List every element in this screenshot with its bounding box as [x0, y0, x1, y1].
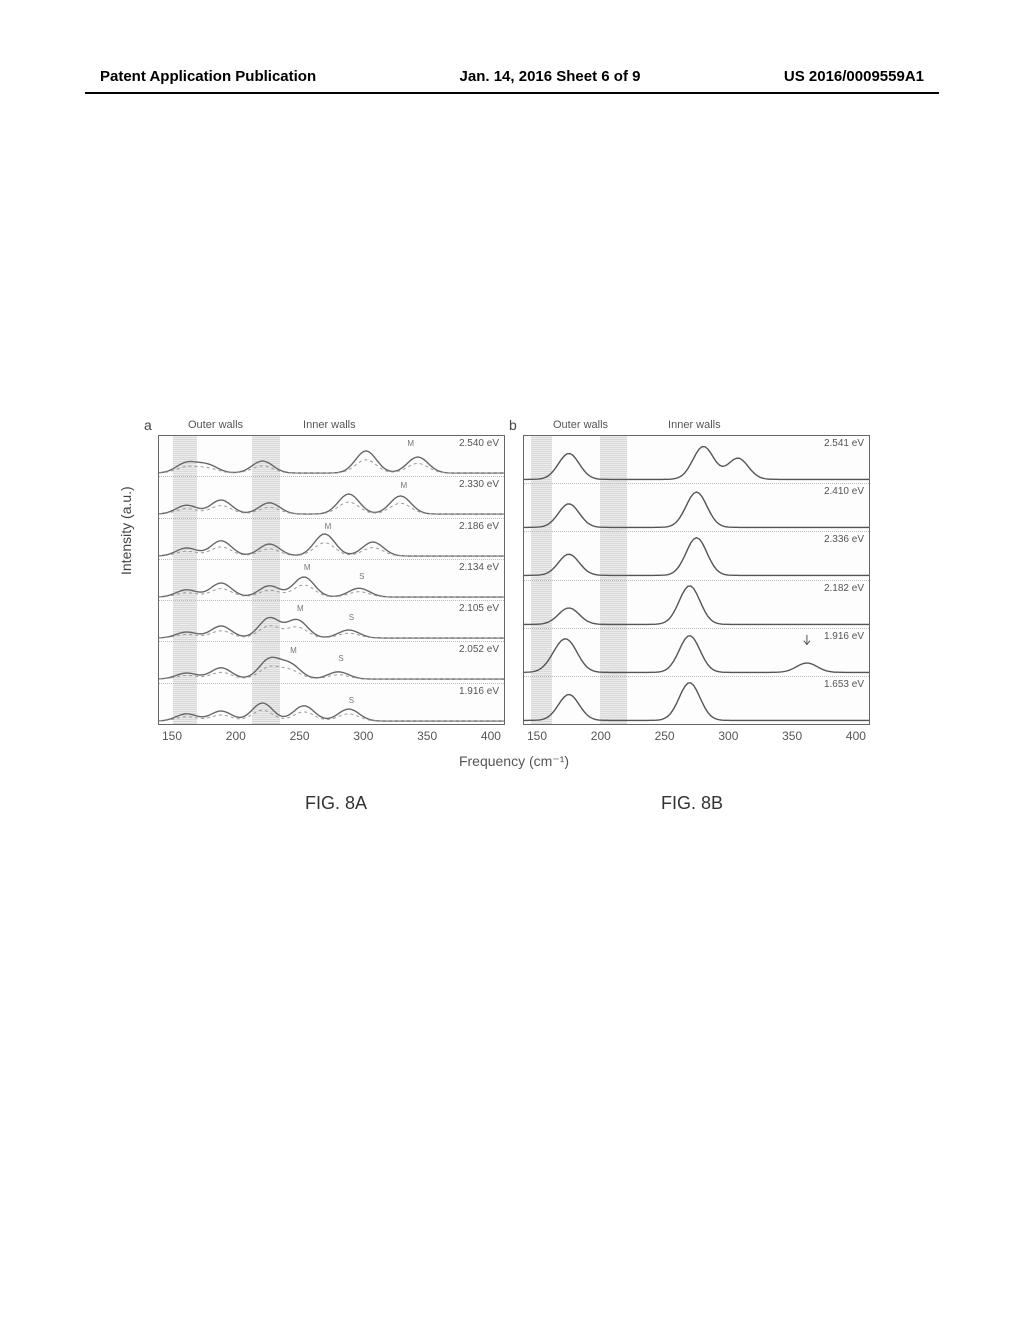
panel-b-label: b	[509, 417, 517, 433]
x-tick: 200	[591, 729, 611, 743]
trace-label: 2.541 eV	[823, 438, 865, 449]
x-tick: 150	[527, 729, 547, 743]
trace-label: 2.336 eV	[823, 534, 865, 545]
trace-row: 2.410 eV	[524, 483, 869, 531]
marker-s: S	[359, 572, 364, 581]
header-left: Patent Application Publication	[100, 68, 316, 85]
panel-b: b Outer walls Inner walls 2.541 eV2.410 …	[523, 435, 870, 755]
x-tick: 250	[655, 729, 675, 743]
panels-container: a Outer walls Inner walls 2.540 eVM2.330…	[158, 435, 870, 755]
figure-region: Intensity (a.u.) a Outer walls Inner wal…	[158, 435, 870, 815]
trace-row: 1.916 eV S	[159, 683, 504, 724]
trace-row: 2.541 eV	[524, 436, 869, 483]
marker-s: S	[338, 654, 343, 663]
trace-row: 2.186 eV M	[159, 518, 504, 559]
trace-row: 2.330 eV M	[159, 476, 504, 517]
x-tick: 300	[718, 729, 738, 743]
fig-8a-caption: FIG. 8A	[158, 793, 514, 814]
fig-8b-caption: FIG. 8B	[514, 793, 870, 814]
y-axis-label: Intensity (a.u.)	[118, 486, 134, 575]
x-tick: 400	[481, 729, 501, 743]
panel-a: a Outer walls Inner walls 2.540 eVM2.330…	[158, 435, 505, 755]
trace-row: 1.653 eV	[524, 676, 869, 724]
trace-row: 2.182 eV	[524, 580, 869, 628]
trace-label: 2.410 eV	[823, 486, 865, 497]
x-tick: 400	[846, 729, 866, 743]
trace-label: 2.052 eV	[458, 644, 500, 655]
panel-a-inner-walls: Inner walls	[303, 419, 356, 431]
trace-label: 2.186 eV	[458, 521, 500, 532]
panel-b-traces: 2.541 eV 2.410 eV 2.336 eV 2.182 eV 1.916 eV…	[524, 436, 869, 724]
x-tick: 200	[226, 729, 246, 743]
panel-b-xticks: 150 200 250 300 350 400	[523, 729, 870, 743]
marker-s: S	[349, 613, 354, 622]
marker-m: M	[297, 604, 304, 613]
patent-header: Patent Application Publication Jan. 14, …	[0, 68, 1024, 85]
trace-label: 1.653 eV	[823, 679, 865, 690]
x-tick: 150	[162, 729, 182, 743]
figure-captions: FIG. 8A FIG. 8B	[158, 793, 870, 814]
panel-b-plot: 2.541 eV 2.410 eV 2.336 eV 2.182 eV 1.916 eV…	[523, 435, 870, 725]
trace-label: 1.916 eV	[458, 686, 500, 697]
trace-row: 2.336 eV	[524, 531, 869, 579]
panel-b-header: Outer walls Inner walls	[523, 419, 870, 431]
trace-row: 2.540 eV M	[159, 436, 504, 476]
panel-a-outer-walls: Outer walls	[188, 419, 243, 431]
marker-s: S	[349, 696, 354, 705]
header-center: Jan. 14, 2016 Sheet 6 of 9	[460, 68, 641, 85]
panel-a-label: a	[144, 417, 152, 433]
trace-label: 2.105 eV	[458, 603, 500, 614]
panel-a-traces: 2.540 eVM2.330 eVM2.186 eVM2.134 eVMS2.1…	[159, 436, 504, 724]
x-tick: 350	[417, 729, 437, 743]
trace-label: 2.182 eV	[823, 583, 865, 594]
trace-row: 1.916 eV	[524, 628, 869, 676]
marker-m: M	[407, 439, 414, 448]
panel-a-xticks: 150 200 250 300 350 400	[158, 729, 505, 743]
header-rule	[85, 92, 939, 94]
marker-m: M	[325, 522, 332, 531]
trace-row: 2.105 eV M S	[159, 600, 504, 641]
trace-label: 2.540 eV	[458, 438, 500, 449]
marker-m: M	[304, 563, 311, 572]
x-tick: 300	[353, 729, 373, 743]
trace-row: 2.052 eV M S	[159, 641, 504, 682]
panel-a-plot: 2.540 eVM2.330 eVM2.186 eVM2.134 eVMS2.1…	[158, 435, 505, 725]
trace-label: 2.330 eV	[458, 479, 500, 490]
panel-b-outer-walls: Outer walls	[553, 419, 608, 431]
trace-label: 1.916 eV	[823, 631, 865, 642]
header-right: US 2016/0009559A1	[784, 68, 924, 85]
panel-b-inner-walls: Inner walls	[668, 419, 721, 431]
x-tick: 350	[782, 729, 802, 743]
panel-a-header: Outer walls Inner walls	[158, 419, 505, 431]
trace-row: 2.134 eV M S	[159, 559, 504, 600]
x-axis-label: Frequency (cm⁻¹)	[158, 753, 870, 770]
x-tick: 250	[290, 729, 310, 743]
trace-label: 2.134 eV	[458, 562, 500, 573]
marker-m: M	[401, 481, 408, 490]
marker-m: M	[290, 646, 297, 655]
